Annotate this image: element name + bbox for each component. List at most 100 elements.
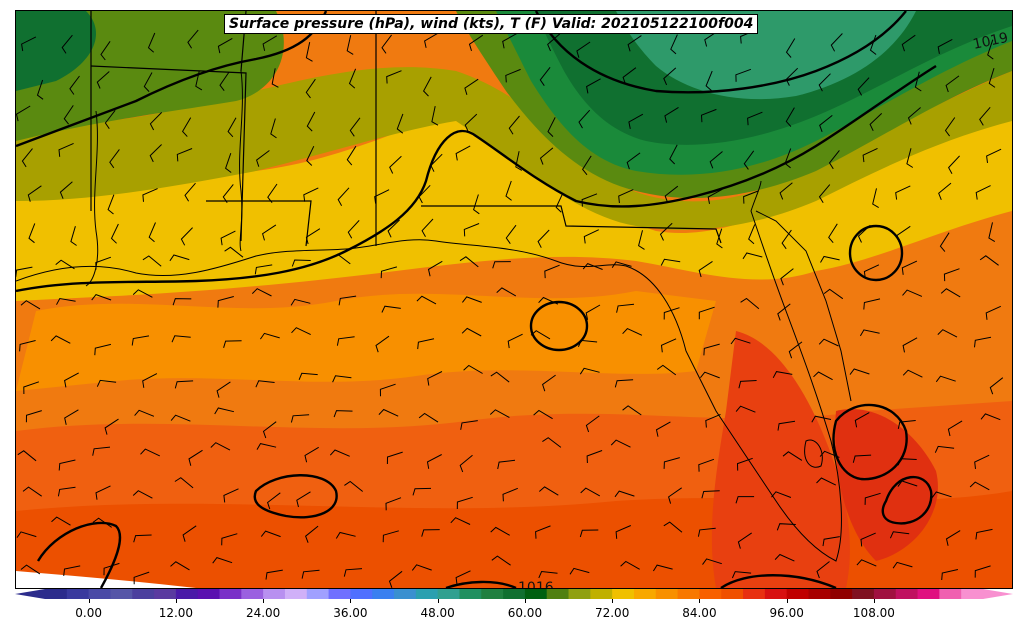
wind-barb bbox=[969, 481, 990, 491]
wind-barb bbox=[181, 117, 192, 137]
wind-barb bbox=[19, 340, 36, 352]
wind-barb bbox=[378, 408, 399, 417]
wind-barb bbox=[664, 185, 679, 203]
colorbar-swatch bbox=[699, 589, 722, 599]
wind-barb bbox=[818, 338, 839, 347]
wind-barb bbox=[700, 371, 720, 379]
wind-barb bbox=[544, 264, 560, 279]
wind-barb bbox=[581, 155, 592, 176]
wind-barb bbox=[338, 295, 357, 306]
colorbar-swatch bbox=[743, 589, 766, 599]
colorbar-swatch bbox=[939, 589, 962, 599]
wind-barb bbox=[110, 223, 119, 244]
colorbar-swatch bbox=[590, 589, 613, 599]
wind-barb bbox=[701, 490, 720, 499]
wind-barb bbox=[58, 142, 74, 157]
wind-barb bbox=[776, 523, 796, 531]
isobar-south-florida bbox=[720, 574, 837, 588]
wind-barb bbox=[569, 567, 590, 575]
colorbar-swatch bbox=[721, 589, 744, 599]
wind-barb bbox=[987, 39, 994, 60]
wind-barb bbox=[975, 185, 991, 200]
wind-barb bbox=[143, 72, 153, 92]
wind-barb bbox=[508, 115, 520, 135]
isobar-1016-south bbox=[445, 580, 517, 588]
wind-barb bbox=[576, 41, 591, 58]
wind-barb bbox=[262, 224, 277, 241]
coast-river bbox=[239, 70, 243, 252]
wind-barb bbox=[335, 531, 356, 539]
wind-barb bbox=[586, 450, 603, 464]
wind-barb bbox=[974, 454, 990, 469]
colorbar-tick bbox=[699, 599, 701, 603]
wind-barb bbox=[702, 558, 722, 565]
wind-barb bbox=[857, 77, 870, 96]
wind-barb bbox=[502, 33, 517, 49]
wind-barb bbox=[374, 189, 390, 204]
wind-barb bbox=[785, 38, 796, 58]
wind-barb bbox=[381, 34, 392, 54]
wind-barb bbox=[622, 405, 642, 416]
wind-barb bbox=[344, 480, 364, 492]
wind-barb bbox=[985, 305, 1002, 320]
wind-barb bbox=[489, 409, 510, 418]
colorbar-swatch bbox=[394, 589, 417, 599]
wind-barb bbox=[578, 109, 591, 129]
wind-barb bbox=[502, 487, 518, 502]
wind-barb bbox=[697, 527, 716, 537]
wind-barb bbox=[70, 226, 77, 246]
wind-barb bbox=[256, 150, 270, 167]
wind-barb bbox=[468, 34, 484, 52]
colorbar-tick bbox=[175, 599, 177, 603]
wind-barb bbox=[555, 192, 564, 213]
wind-barb bbox=[59, 181, 73, 199]
wind-barb bbox=[547, 117, 556, 137]
colorbar-swatch bbox=[415, 589, 439, 599]
colorbar-tick-label: 0.00 bbox=[75, 606, 102, 620]
wind-barb bbox=[530, 330, 551, 340]
wind-barb bbox=[50, 335, 71, 344]
wind-barb bbox=[742, 252, 763, 260]
wind-barb bbox=[456, 496, 473, 510]
wind-barb bbox=[788, 341, 803, 359]
wind-barb bbox=[343, 568, 363, 577]
wind-barb bbox=[148, 222, 156, 243]
wind-barb bbox=[455, 145, 471, 161]
wind-barb bbox=[663, 67, 677, 86]
temp-darkgreen-nw bbox=[16, 11, 96, 91]
colorbar-swatch bbox=[350, 589, 373, 599]
wind-barb bbox=[777, 303, 791, 321]
wind-barb bbox=[820, 255, 840, 263]
wind-barb bbox=[655, 421, 671, 437]
colorbar-swatch bbox=[88, 589, 111, 599]
wind-barb bbox=[610, 439, 631, 448]
wind-barb bbox=[260, 530, 281, 538]
colorbar-extend-low bbox=[15, 589, 45, 599]
wind-barb bbox=[418, 184, 431, 204]
isobar-1016-north bbox=[16, 64, 937, 293]
colorbar-swatch bbox=[132, 589, 155, 599]
wind-barb bbox=[901, 260, 918, 275]
colorbar-swatch bbox=[503, 589, 526, 599]
wind-barb bbox=[305, 78, 316, 99]
wind-barb bbox=[709, 151, 723, 169]
wind-barb bbox=[535, 525, 551, 539]
wind-barb bbox=[223, 340, 242, 348]
temp-gulf-light bbox=[16, 291, 716, 391]
wind-barb bbox=[730, 337, 751, 345]
wind-barb bbox=[64, 372, 79, 388]
wind-barb bbox=[539, 66, 551, 86]
wind-barb bbox=[581, 193, 598, 207]
colorbar-tick bbox=[524, 599, 526, 603]
wind-barb bbox=[169, 254, 190, 262]
wind-barb bbox=[385, 497, 402, 511]
wind-barb bbox=[496, 287, 517, 297]
wind-barb bbox=[427, 260, 443, 277]
wind-barb bbox=[490, 526, 510, 536]
wind-barb bbox=[735, 405, 756, 413]
wind-barb bbox=[131, 335, 150, 346]
wind-barb bbox=[818, 184, 831, 204]
wind-barb bbox=[816, 561, 830, 579]
wind-barb bbox=[379, 383, 396, 397]
colorbar-swatch bbox=[961, 589, 984, 599]
